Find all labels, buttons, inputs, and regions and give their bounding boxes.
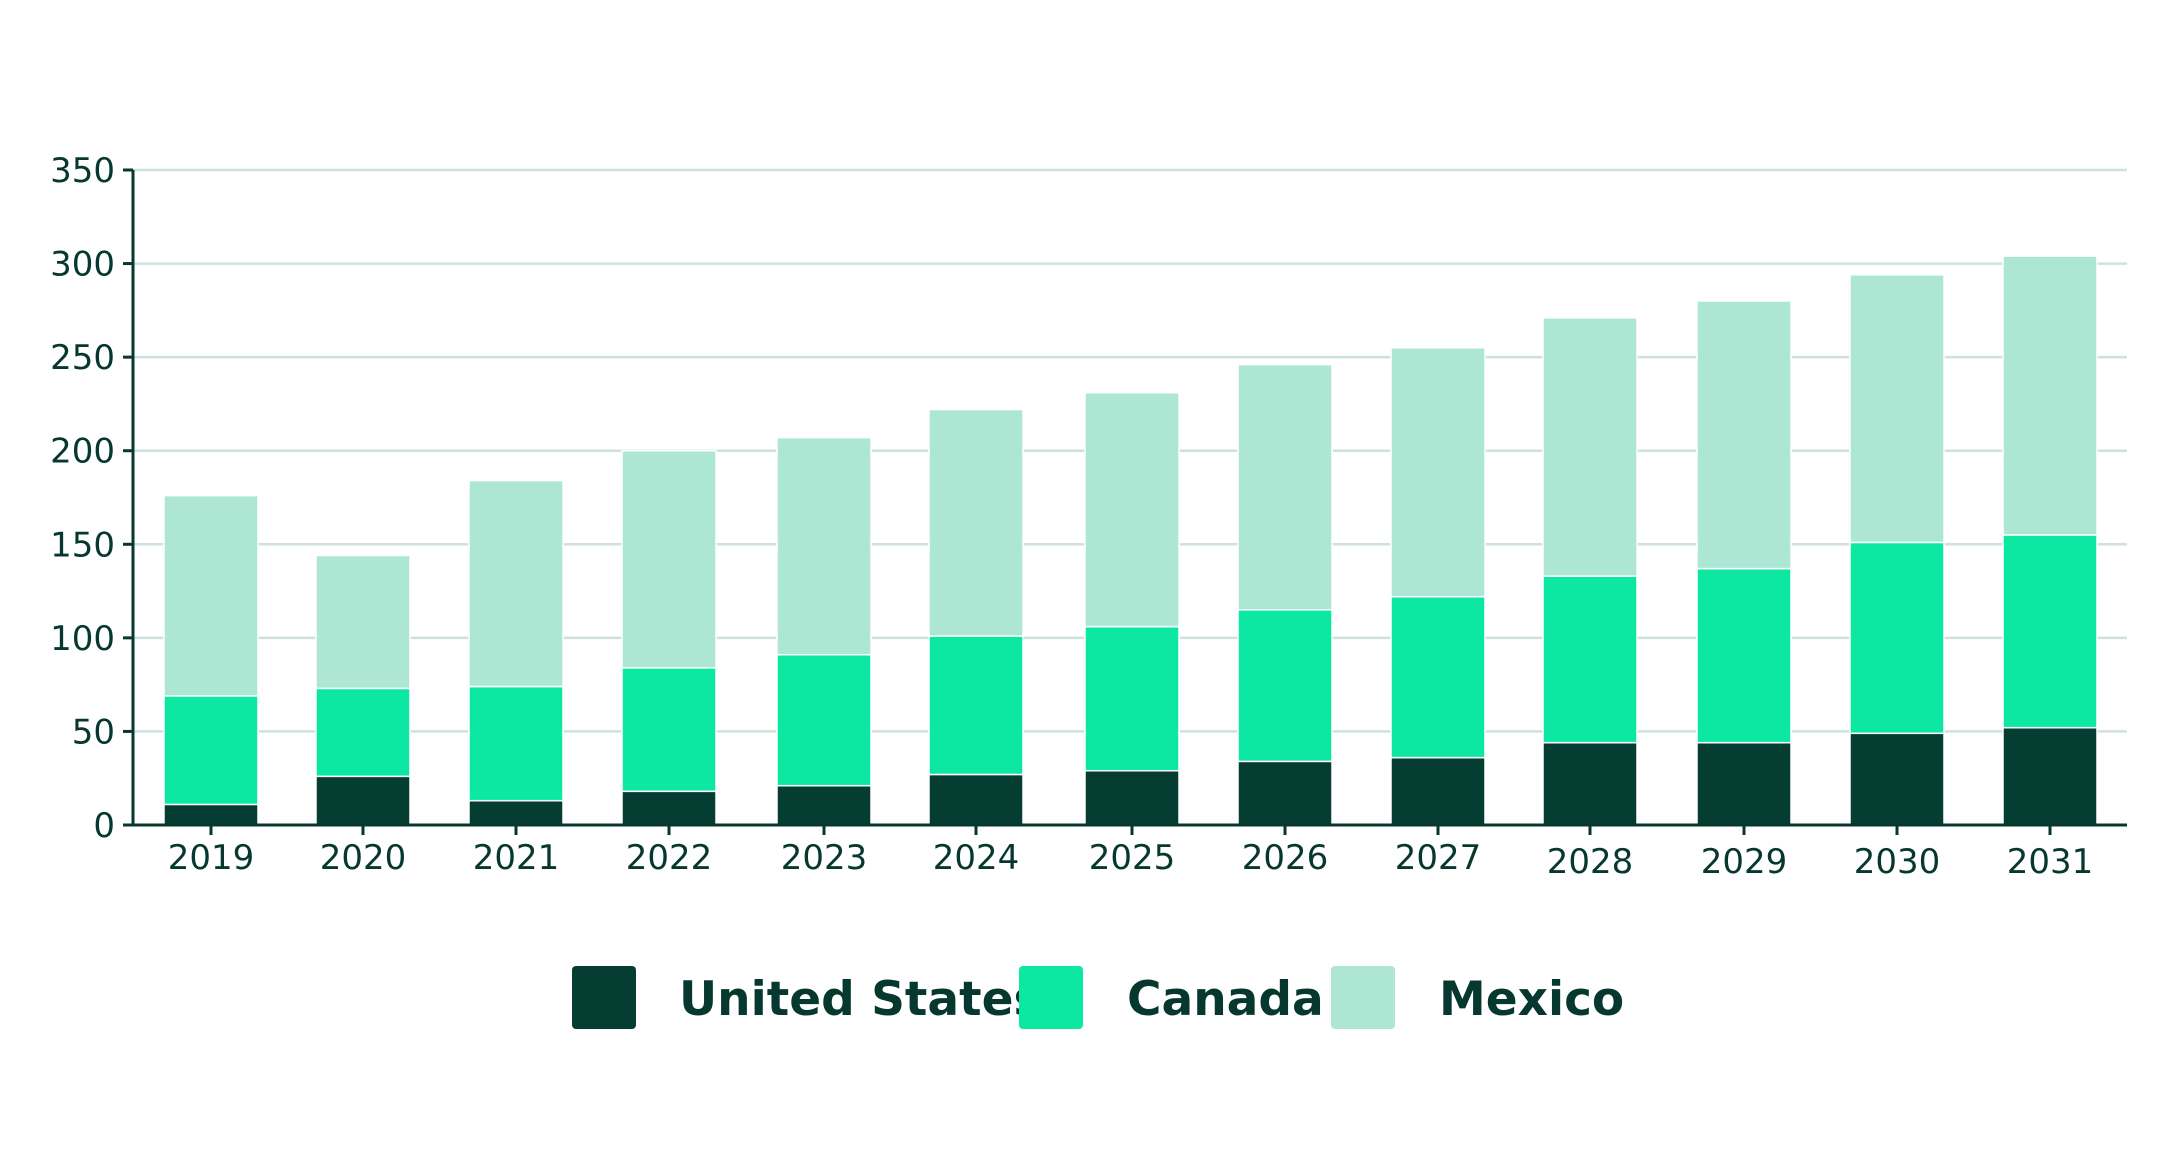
y-tick-label: 350 (50, 151, 115, 191)
bar-group-2024 (928, 408, 1024, 826)
bar-united-states-2023 (776, 784, 872, 826)
y-tick-label: 200 (50, 432, 115, 472)
bar-group-2019 (163, 494, 259, 826)
bar-group-2027 (1390, 347, 1486, 826)
bar-mexico-2031 (2002, 255, 2098, 536)
legend: United States Canada Mexico (572, 966, 1624, 1029)
legend-swatch-united-states (572, 966, 636, 1029)
bar-united-states-2025 (1084, 769, 1180, 826)
bar-united-states-2026 (1237, 760, 1333, 826)
legend-label-mexico: Mexico (1439, 972, 1624, 1027)
legend-label-canada: Canada (1127, 972, 1324, 1027)
bar-mexico-2020 (315, 554, 411, 690)
bar-canada-2025 (1084, 625, 1180, 772)
bar-mexico-2029 (1696, 300, 1792, 570)
bar-mexico-2025 (1084, 391, 1180, 628)
bar-united-states-2022 (621, 790, 717, 826)
y-tick-label: 300 (50, 245, 115, 285)
bar-mexico-2022 (621, 449, 717, 669)
x-tick-label: 2024 (933, 838, 1020, 878)
bar-mexico-2028 (1542, 317, 1638, 577)
bar-group-2029 (1696, 300, 1792, 826)
x-tick-label: 2020 (320, 838, 407, 878)
bar-canada-2028 (1542, 575, 1638, 744)
bar-mexico-2023 (776, 436, 872, 656)
x-axis-ticks: 2019 2020 2021 2022 2023 2024 2025 2026 2027 2028… (168, 825, 2094, 882)
legend-swatch-canada (1019, 966, 1083, 1029)
bar-united-states-2028 (1542, 741, 1638, 826)
x-tick-label: 2029 (1701, 842, 1788, 882)
x-tick-label: 2026 (1242, 838, 1329, 878)
axes (131, 170, 2127, 827)
y-tick-label: 0 (93, 806, 115, 846)
y-axis-ticks: 0 50 100 150 200 250 300 350 (50, 151, 133, 846)
legend-swatch-mexico (1331, 966, 1395, 1029)
y-tick-label: 150 (50, 525, 115, 565)
bar-canada-2024 (928, 635, 1024, 776)
bar-united-states-2020 (315, 775, 411, 826)
x-tick-label: 2027 (1395, 838, 1482, 878)
bar-canada-2023 (776, 653, 872, 787)
x-tick-label: 2030 (1854, 842, 1941, 882)
bar-canada-2031 (2002, 534, 2098, 729)
bar-group-2031 (2002, 255, 2098, 826)
x-tick-label: 2031 (2007, 842, 2094, 882)
legend-item-canada: Canada (1019, 966, 1324, 1029)
bar-canada-2029 (1696, 567, 1792, 744)
bar-mexico-2019 (163, 494, 259, 697)
legend-item-mexico: Mexico (1331, 966, 1624, 1029)
bar-mexico-2027 (1390, 347, 1486, 598)
bar-group-2022 (621, 449, 717, 826)
bar-united-states-2019 (163, 803, 259, 826)
bar-group-2023 (776, 436, 872, 826)
x-tick-label: 2019 (168, 838, 255, 878)
legend-item-united-states: United States (572, 966, 1041, 1029)
bar-group-2021 (468, 479, 564, 826)
bar-canada-2030 (1849, 541, 1945, 735)
x-tick-label: 2021 (473, 838, 560, 878)
bar-mexico-2021 (468, 479, 564, 688)
y-tick-label: 250 (50, 338, 115, 378)
bar-group-2026 (1237, 363, 1333, 826)
y-tick-label: 50 (72, 712, 115, 752)
y-tick-label: 100 (50, 619, 115, 659)
bar-canada-2022 (621, 667, 717, 793)
bar-canada-2021 (468, 685, 564, 802)
bar-mexico-2024 (928, 408, 1024, 637)
bar-united-states-2021 (468, 799, 564, 826)
bar-canada-2019 (163, 695, 259, 806)
x-tick-label: 2025 (1089, 838, 1176, 878)
bars (163, 255, 2098, 826)
bar-canada-2027 (1390, 595, 1486, 759)
bar-united-states-2030 (1849, 732, 1945, 826)
bar-united-states-2029 (1696, 741, 1792, 826)
bar-group-2030 (1849, 274, 1945, 826)
x-tick-label: 2023 (781, 838, 868, 878)
x-tick-label: 2022 (626, 838, 713, 878)
bar-group-2028 (1542, 317, 1638, 826)
bar-united-states-2027 (1390, 756, 1486, 826)
bar-united-states-2024 (928, 773, 1024, 826)
bar-group-2025 (1084, 391, 1180, 826)
bar-united-states-2031 (2002, 726, 2098, 826)
bar-mexico-2030 (1849, 274, 1945, 544)
bar-canada-2020 (315, 687, 411, 778)
bar-canada-2026 (1237, 609, 1333, 763)
bar-group-2020 (315, 554, 411, 826)
legend-label-united-states: United States (679, 972, 1041, 1027)
x-tick-label: 2028 (1547, 842, 1634, 882)
bar-mexico-2026 (1237, 363, 1333, 611)
